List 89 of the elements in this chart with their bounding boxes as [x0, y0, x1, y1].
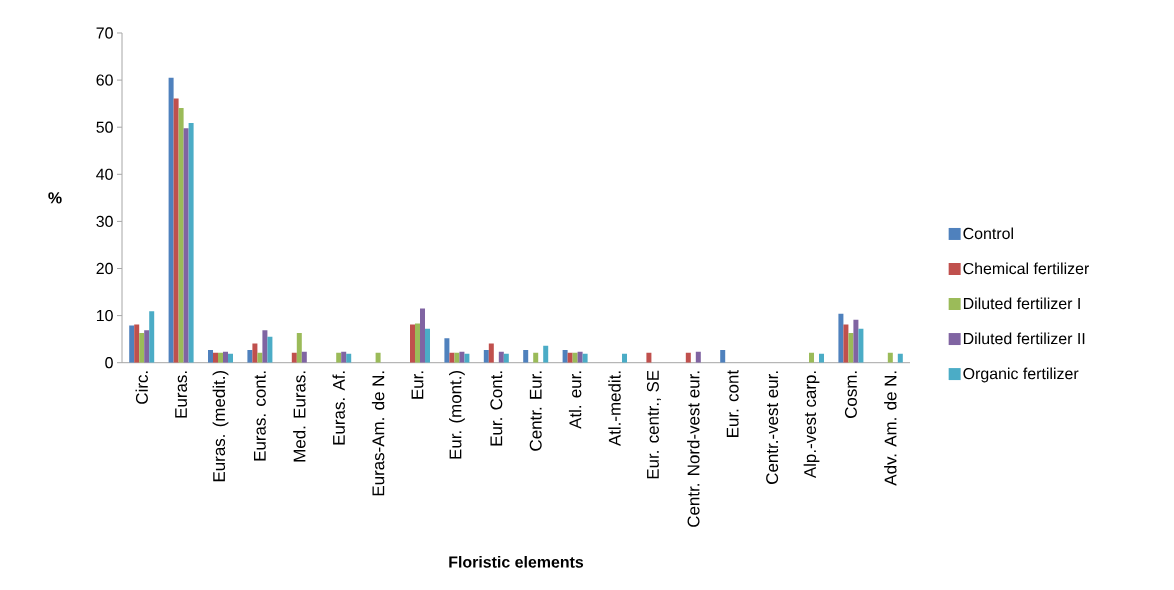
x-tick-label: Euras. (medit.) — [212, 370, 229, 482]
x-tick-label: Euras. Af. — [332, 371, 345, 445]
bar — [173, 98, 179, 363]
bar — [410, 324, 415, 363]
bar — [685, 352, 691, 363]
bar — [301, 351, 307, 363]
bar — [129, 325, 135, 363]
bar — [454, 352, 460, 363]
x-axis-title: Floristic elements — [449, 555, 584, 568]
bar — [695, 351, 701, 363]
y-tick-label: 60 — [96, 74, 113, 86]
bar — [149, 311, 155, 363]
bar — [720, 349, 726, 363]
x-tick-label: Eur. — [411, 371, 424, 399]
bar — [296, 333, 302, 363]
bar — [223, 351, 228, 363]
bar — [483, 349, 489, 363]
bar — [425, 328, 430, 363]
x-tick-label: Med. Euras. — [293, 371, 306, 462]
bar — [646, 352, 652, 363]
bar — [838, 313, 844, 363]
bar — [183, 128, 189, 363]
x-tick-label: Eur. Cont. — [490, 371, 503, 446]
bar — [134, 324, 140, 363]
y-tick-label: 30 — [96, 215, 113, 228]
bar — [543, 345, 549, 363]
bar — [144, 330, 150, 363]
bar — [336, 352, 342, 363]
bar — [809, 352, 815, 363]
y-tick-label: 10 — [96, 309, 113, 322]
bar — [178, 107, 184, 363]
bar — [208, 349, 213, 363]
bar — [247, 349, 253, 363]
x-tick-label: Eur. (mont.) — [449, 370, 465, 459]
legend-label: Diluted fertilizer I — [963, 297, 1080, 310]
y-tick-label: 70 — [96, 27, 113, 39]
y-tick-label: 20 — [96, 262, 113, 275]
bar — [848, 333, 854, 363]
bar — [444, 338, 450, 363]
x-tick-label: Alp.-vest carp. — [803, 371, 820, 479]
bar — [449, 352, 455, 363]
bar — [420, 308, 425, 363]
bar — [853, 319, 859, 363]
legend-label: Control — [963, 227, 1013, 240]
y-tick-label: 40 — [96, 168, 113, 180]
bar — [218, 352, 223, 363]
bar — [415, 323, 420, 363]
y-axis-title: % — [48, 192, 62, 204]
x-tick-label: Centr. Eur. — [529, 371, 542, 451]
bar — [267, 336, 273, 363]
x-tick-label: Euras. cont. — [253, 371, 266, 461]
bar — [577, 351, 583, 363]
legend-label: Organic fertilizer — [963, 367, 1079, 383]
bar — [139, 333, 145, 363]
legend-label: Chemical fertilizer — [963, 262, 1090, 275]
bar — [843, 324, 849, 363]
x-tick-label: Euras-Am. de N. — [371, 371, 385, 496]
bar — [213, 352, 218, 363]
x-tick-label: Adv. Am. de N. — [884, 371, 897, 486]
bar — [168, 77, 174, 363]
bar — [572, 352, 578, 363]
bar — [498, 351, 504, 363]
bar — [858, 328, 864, 363]
y-tick-label: 50 — [96, 121, 113, 133]
bar — [562, 349, 568, 363]
x-tick-label: Centr. Nord-vest eur. — [687, 371, 700, 527]
bar — [188, 122, 194, 363]
bar — [567, 352, 573, 363]
x-tick-label: Centr.-vest eur. — [766, 371, 779, 484]
bar — [262, 330, 268, 363]
bar — [341, 351, 347, 363]
bar — [459, 351, 465, 363]
bar — [887, 352, 893, 363]
x-tick-label: Euras. — [175, 371, 188, 418]
bar — [252, 343, 258, 363]
bar — [375, 352, 381, 363]
bar — [291, 352, 297, 363]
bar — [257, 352, 263, 363]
x-tick-label: Eur. cont — [726, 370, 739, 437]
bar — [523, 349, 529, 363]
x-tick-label: Cosm. — [844, 371, 857, 418]
x-tick-label: Eur. centr., SE — [646, 370, 661, 479]
bar — [533, 352, 539, 363]
bar — [488, 343, 494, 363]
y-tick-label: 0 — [105, 357, 113, 369]
legend-label: Diluted fertilizer II — [963, 332, 1085, 345]
x-tick-label: Atl. eur. — [568, 371, 582, 429]
x-tick-label: Atl.-medit. — [608, 371, 621, 447]
x-tick-label: Circ. — [135, 371, 148, 404]
